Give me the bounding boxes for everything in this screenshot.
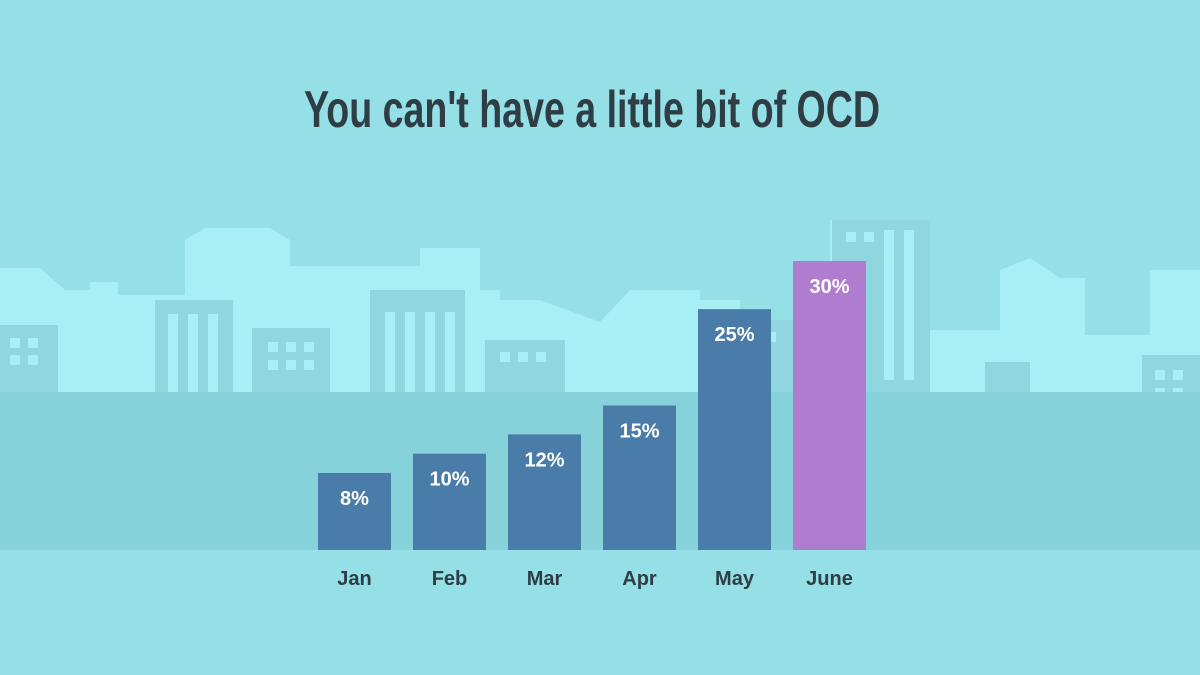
value-label: 10% — [429, 469, 469, 491]
x-tick-label: Jan — [337, 568, 371, 590]
bar — [508, 434, 581, 550]
value-label: 8% — [340, 488, 369, 510]
value-label: 25% — [714, 324, 754, 346]
x-tick-label: Feb — [432, 568, 468, 590]
x-tick-label: Mar — [527, 568, 563, 590]
bar — [413, 453, 486, 550]
chart-title: You can't have a little bit of OCD — [304, 81, 880, 139]
x-tick-label: June — [806, 568, 853, 590]
value-label: 12% — [524, 449, 564, 471]
value-label: 15% — [619, 421, 659, 443]
bar — [318, 472, 391, 550]
value-label: 30% — [809, 276, 849, 298]
bar — [793, 261, 866, 550]
bar — [698, 309, 771, 550]
x-tick-label: May — [715, 568, 755, 590]
bar — [603, 405, 676, 550]
x-tick-label: Apr — [622, 568, 657, 590]
